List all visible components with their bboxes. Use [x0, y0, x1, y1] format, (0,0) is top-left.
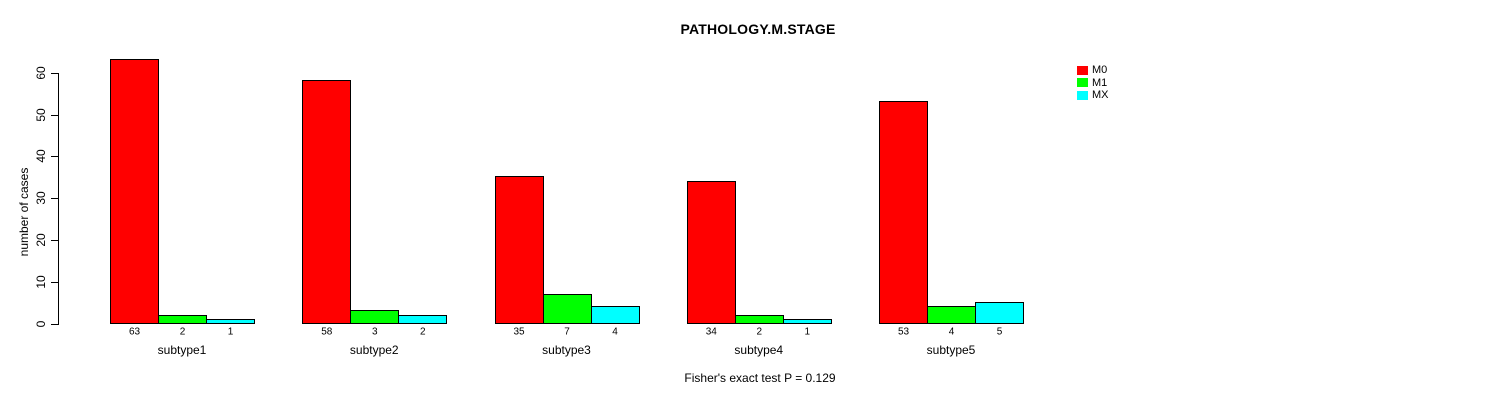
legend-swatch-m0 [1077, 65, 1088, 75]
legend-label: M0 [1092, 64, 1108, 76]
y-tick-mark [51, 156, 58, 158]
y-tick-label: 30 [34, 191, 48, 206]
y-tick-label: 10 [34, 275, 48, 289]
bar-value-label: 4 [948, 326, 955, 338]
bar-value-label: 35 [513, 326, 525, 338]
footer-annotation: Fisher's exact test P = 0.129 [684, 371, 836, 385]
y-tick-label: 0 [34, 320, 48, 328]
bar-value-label: 1 [227, 326, 234, 338]
bar-value-label: 34 [705, 326, 717, 338]
bar-mx-subtype2 [398, 315, 448, 324]
y-tick-mark [51, 324, 58, 325]
legend-swatch-mx [1077, 90, 1088, 100]
bar-m1-subtype5 [927, 306, 976, 324]
bar-value-label: 5 [996, 326, 1003, 338]
bar-mx-subtype1 [206, 319, 255, 324]
legend-item-m0: M0 [1077, 64, 1107, 76]
bar-value-label: 1 [804, 326, 811, 338]
bar-m0-subtype4 [686, 181, 736, 324]
bar-m1-subtype1 [158, 315, 207, 324]
bar-value-label: 58 [321, 326, 333, 338]
bar-value-label: 7 [564, 326, 570, 338]
y-tick-label: 40 [34, 149, 48, 164]
bar-value-label: 2 [419, 326, 426, 338]
legend-swatch-m1 [1077, 78, 1088, 87]
category-label-subtype5: subtype5 [926, 342, 976, 357]
category-label-subtype4: subtype4 [734, 342, 784, 357]
y-tick-mark [51, 114, 58, 116]
y-tick-label: 20 [34, 233, 48, 247]
category-label-subtype3: subtype3 [542, 342, 591, 357]
bar-value-label: 4 [612, 326, 618, 338]
legend-label: M1 [1092, 76, 1108, 89]
bar-m1-subtype2 [350, 310, 400, 324]
legend-label: MX [1092, 89, 1109, 101]
bar-mx-subtype3 [590, 306, 640, 324]
y-tick-mark [51, 282, 58, 284]
y-tick-label: 50 [34, 107, 48, 122]
bar-m1-subtype4 [734, 315, 784, 324]
bar-value-label: 53 [897, 326, 910, 338]
bar-value-label: 2 [756, 326, 763, 338]
bar-m0-subtype1 [110, 59, 159, 324]
bar-m0-subtype3 [494, 176, 544, 324]
y-tick-mark [51, 198, 58, 200]
bar-value-label: 63 [128, 326, 141, 338]
bar-value-label: 3 [371, 326, 378, 338]
y-axis-line [58, 72, 59, 325]
y-tick-label: 60 [34, 66, 48, 80]
bar-m0-subtype5 [879, 101, 928, 324]
chart-title: PATHOLOGY.M.STAGE [680, 21, 836, 37]
category-label-subtype1: subtype1 [157, 342, 207, 357]
y-tick-mark [51, 72, 58, 74]
legend-item-mx: MX [1077, 89, 1109, 101]
category-label-subtype2: subtype2 [349, 342, 399, 357]
y-tick-mark [51, 240, 58, 242]
bar-value-label: 2 [179, 326, 186, 338]
bar-mx-subtype5 [975, 302, 1024, 324]
bar-m1-subtype3 [542, 294, 592, 324]
bar-mx-subtype4 [782, 319, 832, 324]
bar-m0-subtype2 [302, 80, 352, 324]
legend-item-m1: M1 [1077, 77, 1107, 89]
